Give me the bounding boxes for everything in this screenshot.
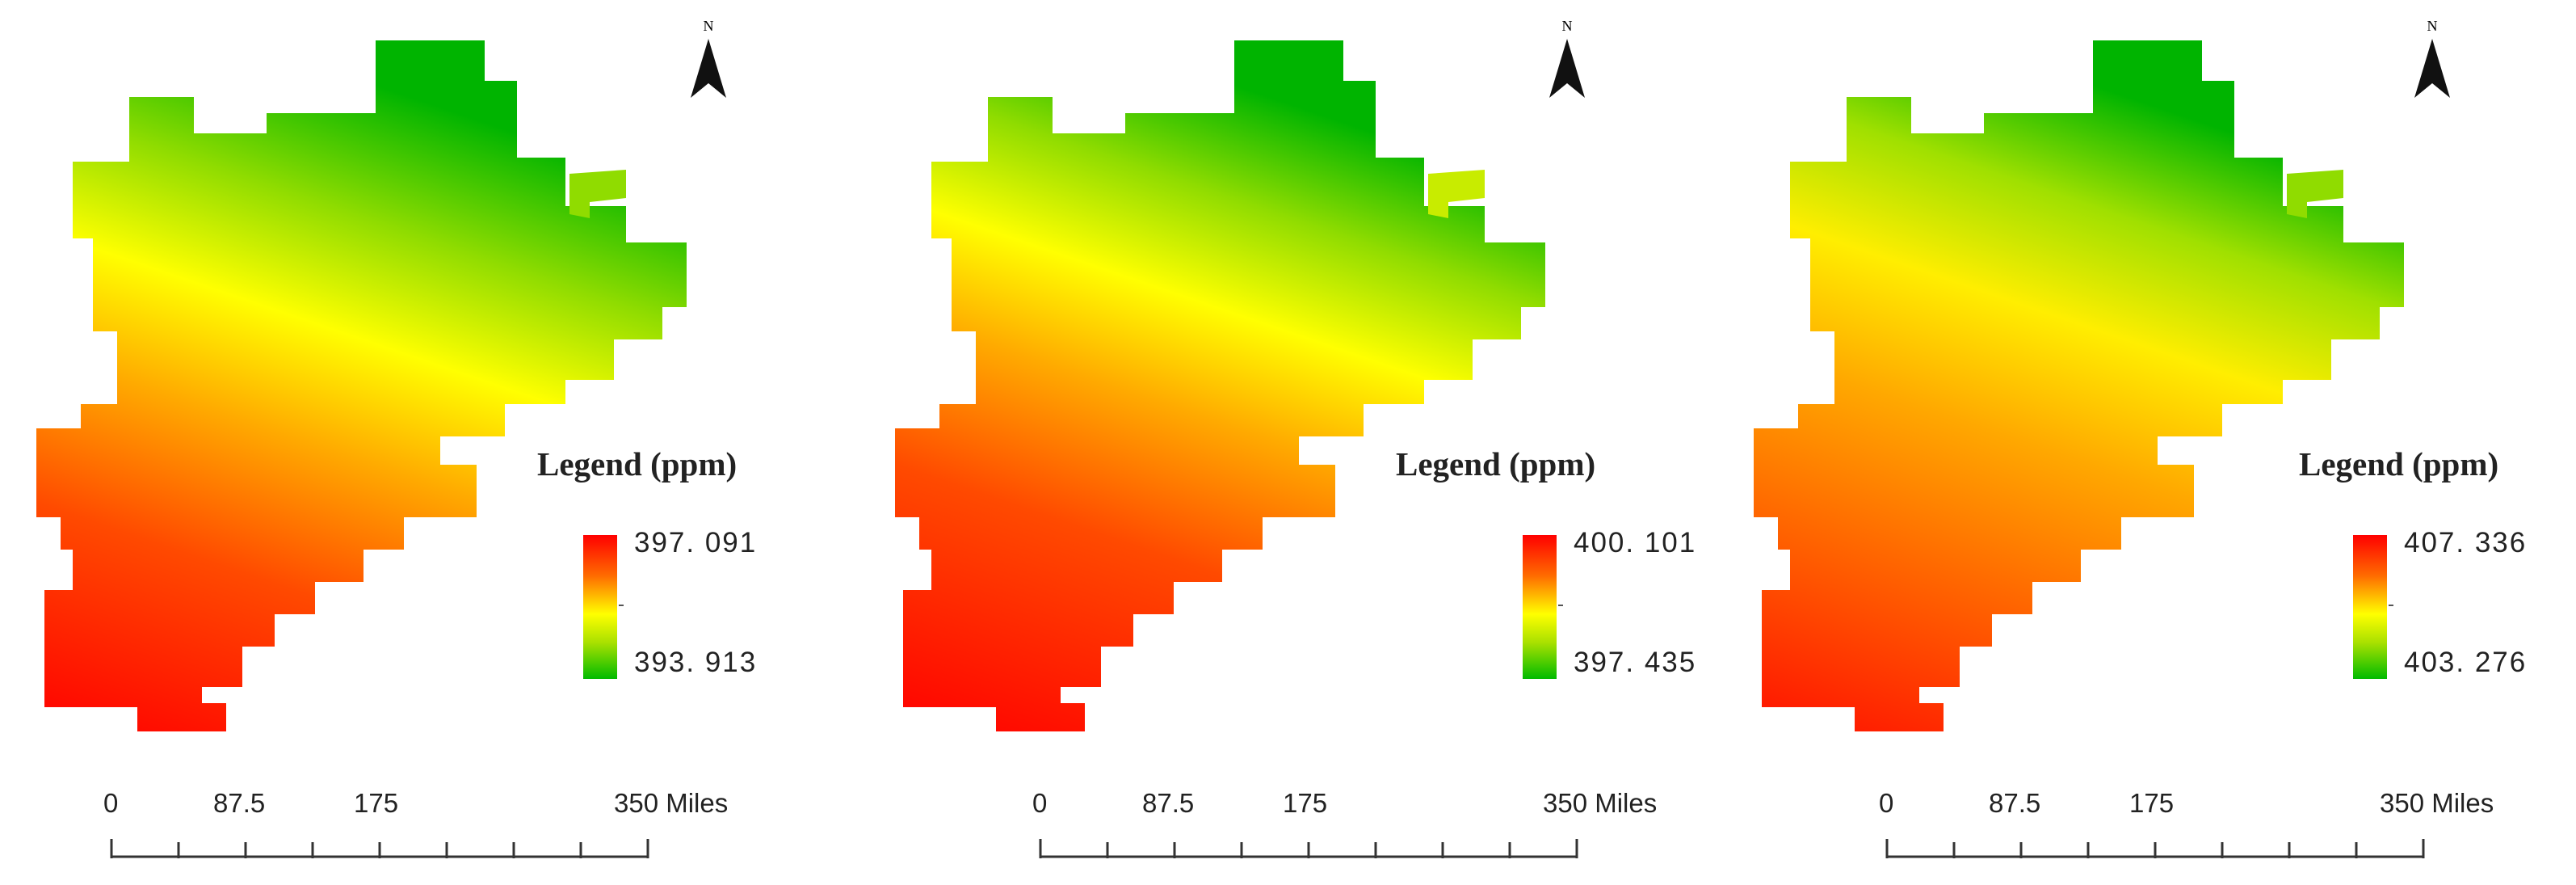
scale-bar bbox=[1885, 839, 2425, 858]
region-fragment bbox=[1428, 170, 1485, 218]
legend-max-value: 397. 091 bbox=[634, 527, 758, 558]
scale-label-0: 0 bbox=[103, 788, 119, 818]
region-raster bbox=[1754, 40, 2404, 731]
co2-concentration-map bbox=[36, 40, 687, 731]
co2-concentration-map bbox=[1754, 40, 2404, 731]
north-arrow-icon bbox=[2414, 39, 2450, 98]
north-label: N bbox=[1561, 18, 1573, 34]
legend-color-ramp bbox=[2353, 535, 2387, 679]
scale-label-350: 350 Miles bbox=[614, 788, 729, 818]
legend-min-value: 397. 435 bbox=[1574, 647, 1697, 678]
north-arrow-icon bbox=[1549, 39, 1585, 98]
legend-color-ramp bbox=[583, 535, 617, 679]
legend-max-value: 400. 101 bbox=[1574, 527, 1697, 558]
legend-min-value: 393. 913 bbox=[634, 647, 758, 678]
legend-min-value: 403. 276 bbox=[2404, 647, 2528, 678]
map-panel-2: N Legend (ppm) 400. 101 397. 435 0 87.5 … bbox=[859, 0, 1717, 885]
legend-mid-tick bbox=[619, 605, 624, 606]
scale-label-87: 87.5 bbox=[213, 788, 266, 818]
north-arrow: N bbox=[684, 18, 733, 103]
scale-label-0: 0 bbox=[1879, 788, 1894, 818]
legend-title: Legend (ppm) bbox=[537, 445, 738, 483]
legend-title: Legend (ppm) bbox=[1396, 445, 1596, 483]
scale-label-175: 175 bbox=[1283, 788, 1328, 818]
scale-label-175: 175 bbox=[354, 788, 399, 818]
region-fragment bbox=[569, 170, 626, 218]
north-arrow: N bbox=[1543, 18, 1591, 103]
north-label: N bbox=[2427, 18, 2438, 34]
scale-label-350: 350 Miles bbox=[1543, 788, 1658, 818]
legend-mid-tick bbox=[1558, 605, 1563, 606]
map-panel-1: N Legend (ppm) 397. 091 393. 913 0 87.5 … bbox=[0, 0, 859, 885]
north-arrow-icon bbox=[691, 39, 726, 98]
legend-mid-tick bbox=[2389, 605, 2393, 606]
scale-label-87: 87.5 bbox=[1989, 788, 2041, 818]
legend-color-ramp bbox=[1523, 535, 1557, 679]
region-raster bbox=[895, 40, 1545, 731]
north-arrow: N bbox=[2408, 18, 2456, 103]
north-label: N bbox=[703, 18, 714, 34]
legend-title: Legend (ppm) bbox=[2299, 445, 2499, 483]
scale-label-350: 350 Miles bbox=[2380, 788, 2494, 818]
region-fragment bbox=[2287, 170, 2343, 218]
region-raster bbox=[36, 40, 687, 731]
legend-max-value: 407. 336 bbox=[2404, 527, 2528, 558]
scale-bar bbox=[110, 839, 649, 858]
co2-concentration-map bbox=[895, 40, 1545, 731]
scale-label-0: 0 bbox=[1032, 788, 1048, 818]
scale-label-175: 175 bbox=[2129, 788, 2175, 818]
scale-label-87: 87.5 bbox=[1142, 788, 1195, 818]
map-panel-3: N Legend (ppm) 407. 336 403. 276 0 87.5 … bbox=[1717, 0, 2576, 885]
scale-bar bbox=[1039, 839, 1578, 858]
